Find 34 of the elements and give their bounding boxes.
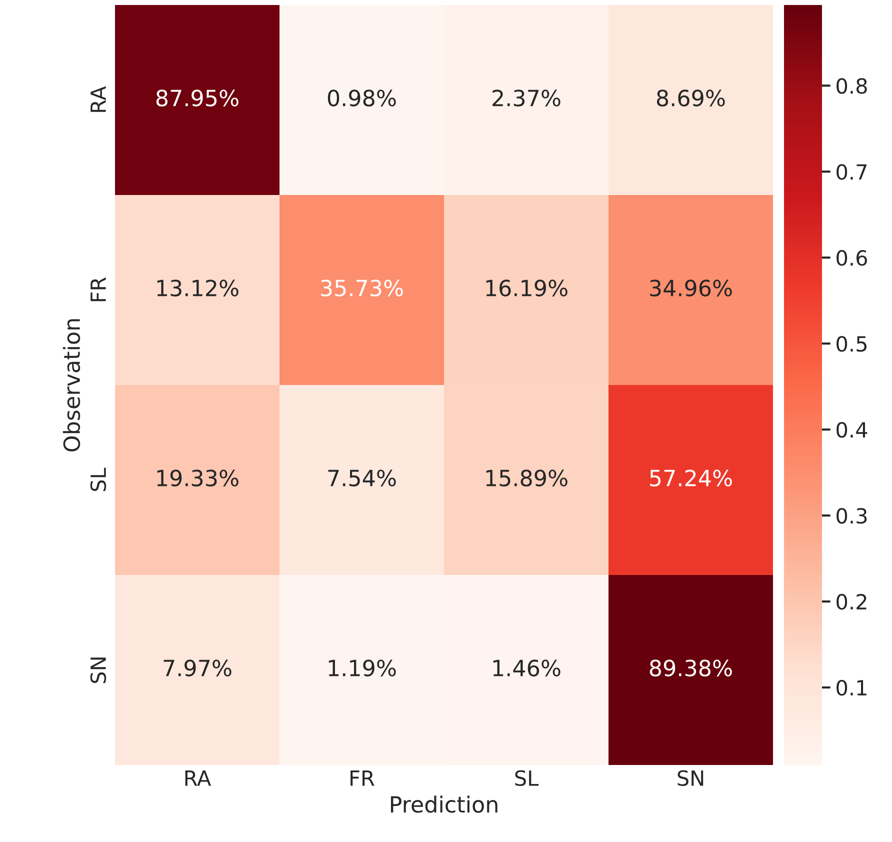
- color-bar-label: 0.2: [836, 594, 866, 610]
- x-tick-label: SN: [678, 770, 704, 786]
- data-label: 0.98%: [328, 90, 396, 106]
- data-label: 13.12%: [157, 280, 238, 296]
- data-label: 8.69%: [656, 90, 725, 106]
- color-bar-label: 0.1: [836, 680, 866, 696]
- x-tick-label: SL: [515, 770, 539, 786]
- color-bar-label: 0.8: [836, 78, 867, 94]
- data-label: 34.96%: [650, 280, 732, 296]
- data-label: 7.97%: [164, 660, 232, 676]
- x-tick-label: FR: [350, 770, 374, 786]
- data-label: 1.46%: [493, 660, 560, 676]
- data-label: 89.38%: [650, 660, 732, 676]
- x-axis-title: Prediction: [390, 796, 498, 813]
- x-tick-label: RA: [185, 770, 212, 786]
- color-bar-label: 0.4: [836, 422, 868, 438]
- data-label: 15.89%: [486, 470, 568, 486]
- data-label: 19.33%: [157, 470, 238, 486]
- data-label: 87.95%: [156, 90, 238, 106]
- data-label: 35.73%: [321, 280, 403, 296]
- y-tick-label: RA: [90, 86, 106, 112]
- y-axis-title: Observation: [62, 319, 80, 452]
- color-bar-label: 0.5: [836, 336, 867, 352]
- color-bar-label: 0.6: [836, 250, 868, 266]
- data-label: 16.19%: [486, 280, 568, 296]
- data-label: 2.37%: [492, 90, 560, 106]
- data-label: 57.24%: [650, 470, 732, 486]
- y-tick-label: SN: [90, 658, 106, 684]
- y-tick-label: FR: [90, 277, 106, 302]
- y-tick-label: SL: [90, 468, 106, 492]
- color-bar-label: 0.3: [836, 508, 867, 524]
- data-label: 7.54%: [328, 470, 396, 486]
- color-bar-label: 0.7: [836, 164, 867, 180]
- data-label: 1.19%: [328, 660, 396, 676]
